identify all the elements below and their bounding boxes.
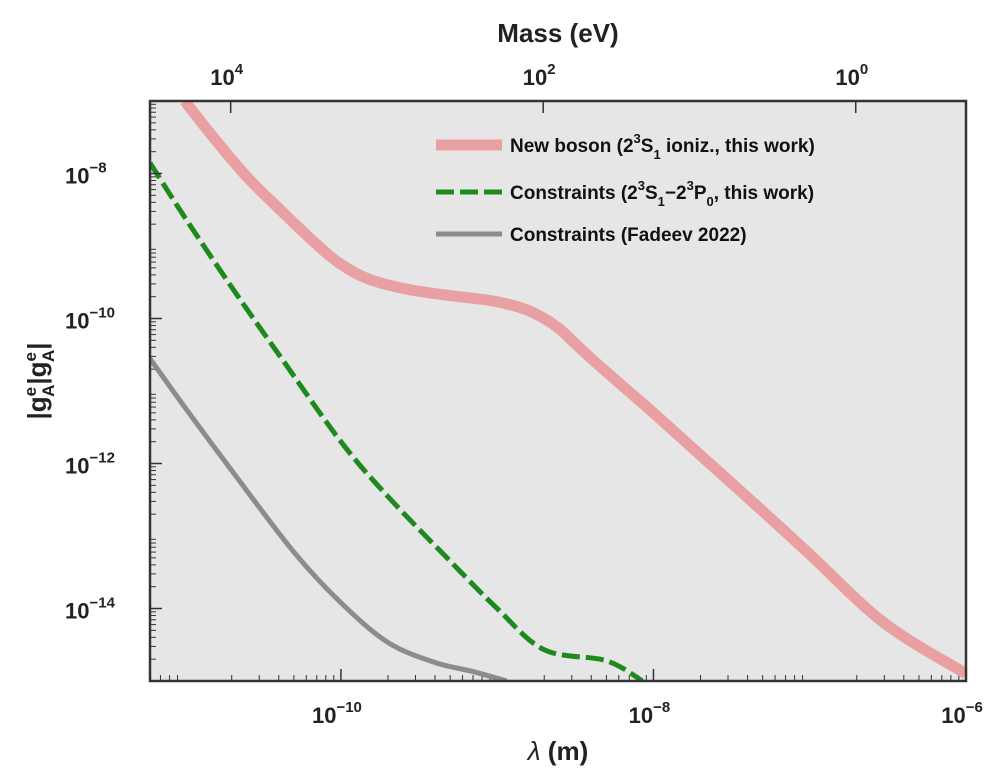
y-tick-exp: −12: [89, 450, 114, 467]
legend-part: −2: [665, 183, 687, 204]
y-tick-label: 10−10: [65, 305, 115, 334]
plot-frame: [148, 99, 968, 683]
y-tick-exp: −14: [89, 595, 115, 612]
y-tick-label: 10−14: [65, 595, 116, 624]
x-tick-label: 10−6: [941, 699, 983, 728]
legend-part: 3: [687, 178, 694, 193]
legend-part: S: [645, 183, 658, 204]
top-axis-title: Mass (eV): [497, 18, 618, 48]
legend-part: , this work): [714, 183, 814, 204]
x-tick-base: 10: [941, 703, 965, 728]
legend-part: 3: [634, 131, 641, 146]
series-line-2: [150, 161, 644, 681]
y-axis-title-close: |: [22, 342, 52, 349]
y-tick-label: 10−12: [65, 450, 115, 479]
top-tick-label: 102: [523, 61, 556, 90]
y-tick-base: 10: [65, 164, 89, 189]
y-tick-label: 10−8: [65, 160, 107, 189]
x-axis-symbol: λ: [526, 736, 541, 766]
top-tick-label: 104: [210, 61, 243, 90]
x-tick-label: 10−10: [312, 699, 362, 728]
plot-background: [150, 101, 966, 681]
legend-part: ioniz., this work): [661, 136, 815, 157]
top-tick-base: 10: [835, 65, 859, 90]
top-tick-exp: 2: [547, 61, 555, 78]
y-axis-title-sub2: A: [39, 350, 58, 362]
top-tick-label: 100: [835, 61, 868, 90]
y-axis-title-sup1: e: [21, 387, 40, 396]
x-axis-title: λ (m): [526, 736, 588, 766]
y-axis-title: |geA|geA|: [21, 342, 58, 419]
x-tick-base: 10: [312, 703, 336, 728]
y-axis-title-g2: |g: [22, 361, 52, 384]
legend-part: 1: [653, 147, 660, 162]
top-tick-exp: 4: [235, 61, 244, 78]
legend-label-3: Constraints (Fadeev 2022): [510, 225, 747, 246]
y-axis-title-sup2: e: [21, 352, 40, 361]
y-axis-title-sub1: A: [39, 385, 58, 397]
legend: New boson (23S1 ioniz., this work)Constr…: [436, 131, 815, 246]
legend-part: 1: [658, 194, 665, 209]
top-tick-exp: 0: [860, 61, 868, 78]
x-tick-base: 10: [629, 703, 653, 728]
legend-part: New boson (2: [510, 136, 634, 157]
y-tick-base: 10: [65, 454, 89, 479]
legend-part: S: [641, 136, 654, 157]
series-layer: [150, 101, 966, 681]
legend-part: 3: [638, 178, 645, 193]
series-line-3: [150, 357, 508, 681]
x-tick-exp: −8: [653, 699, 670, 716]
y-axis-title-open: |g: [22, 396, 52, 419]
x-tick-exp: −10: [336, 699, 361, 716]
top-tick-base: 10: [523, 65, 547, 90]
legend-label-1: New boson (23S1 ioniz., this work): [510, 131, 815, 162]
x-tick-label: 10−8: [629, 699, 671, 728]
x-axis-unit: (m): [541, 736, 589, 766]
y-tick-exp: −10: [89, 305, 114, 322]
legend-part: 0: [707, 194, 714, 209]
y-tick-base: 10: [65, 309, 89, 334]
y-tick-exp: −8: [89, 160, 106, 177]
legend-part: Constraints (2: [510, 183, 638, 204]
legend-part: Constraints (Fadeev 2022): [510, 225, 747, 246]
legend-part: P: [694, 183, 707, 204]
series-line-1: [180, 101, 966, 679]
y-tick-base: 10: [65, 599, 89, 624]
x-tick-exp: −6: [966, 699, 983, 716]
top-tick-base: 10: [210, 65, 234, 90]
legend-label-2: Constraints (23S1−23P0, this work): [510, 178, 814, 209]
